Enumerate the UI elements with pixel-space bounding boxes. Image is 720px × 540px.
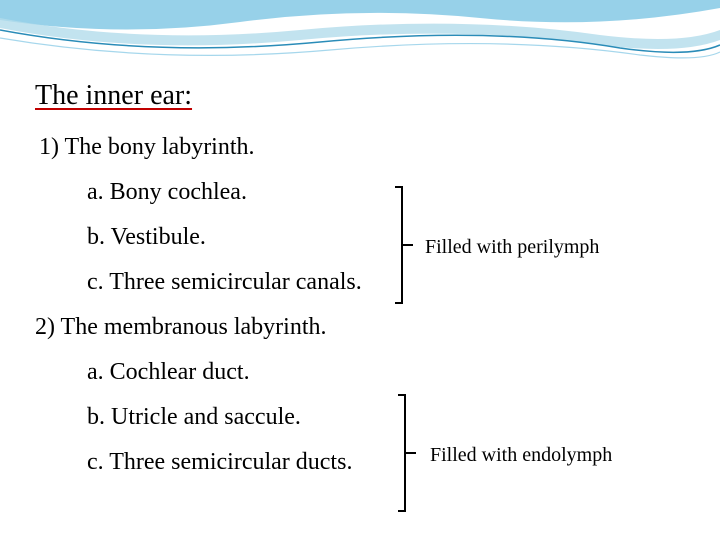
list-item-2: 2) The membranous labyrinth. <box>35 314 695 341</box>
bracket-membranous-tick <box>406 452 416 454</box>
slide-title: The inner ear: <box>35 80 695 112</box>
list-item-1a: a. Bony cochlea. <box>87 179 695 206</box>
annotation-perilymph: Filled with perilymph <box>425 236 599 259</box>
annotation-endolymph: Filled with endolymph <box>430 444 612 467</box>
bracket-bony-tick <box>403 244 413 246</box>
list-item-1: 1) The bony labyrinth. <box>39 134 695 161</box>
wave-decoration <box>0 0 720 85</box>
list-item-1c: c. Three semicircular canals. <box>87 269 695 296</box>
list-item-2b: b. Utricle and saccule. <box>87 404 695 431</box>
list-item-2a: a. Cochlear duct. <box>87 359 695 386</box>
bracket-membranous <box>398 394 406 512</box>
list-item-1b: b. Vestibule. <box>87 224 695 251</box>
bracket-bony <box>395 186 403 304</box>
slide-content: The inner ear: 1) The bony labyrinth. a.… <box>35 80 695 494</box>
